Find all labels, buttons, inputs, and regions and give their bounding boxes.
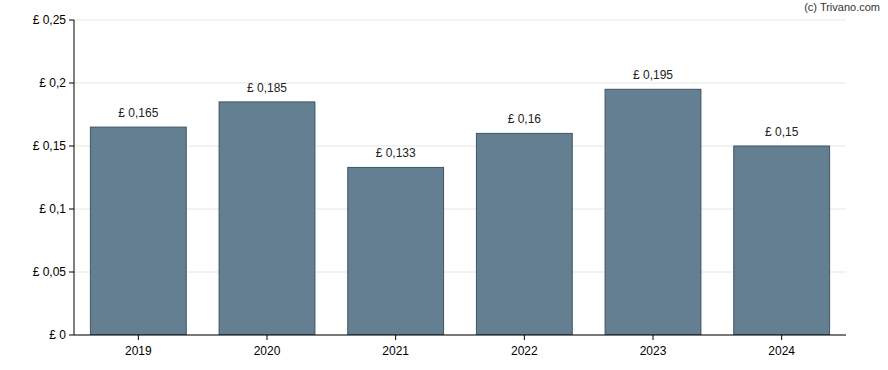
x-tick bbox=[781, 335, 782, 340]
y-tick bbox=[69, 335, 74, 336]
data-label: £ 0,195 bbox=[633, 68, 673, 82]
y-tick bbox=[69, 272, 74, 273]
data-label: £ 0,133 bbox=[376, 146, 416, 160]
y-tick-label: £ 0,1 bbox=[39, 202, 66, 216]
y-tick-label: £ 0,15 bbox=[33, 139, 67, 153]
y-tick bbox=[69, 209, 74, 210]
x-tick bbox=[653, 335, 654, 340]
bar bbox=[348, 167, 444, 335]
x-tick-label: 2023 bbox=[640, 344, 667, 358]
x-tick-label: 2020 bbox=[254, 344, 281, 358]
y-tick-label: £ 0,25 bbox=[33, 13, 67, 27]
data-label: £ 0,16 bbox=[508, 112, 542, 126]
x-tick-label: 2021 bbox=[382, 344, 409, 358]
watermark: (c) Trivano.com bbox=[804, 1, 880, 13]
y-tick bbox=[69, 146, 74, 147]
y-tick-label: £ 0 bbox=[49, 328, 66, 342]
x-tick-label: 2022 bbox=[511, 344, 538, 358]
bars bbox=[90, 89, 829, 335]
x-tick bbox=[524, 335, 525, 340]
grid-line bbox=[74, 209, 846, 210]
bar bbox=[219, 102, 315, 335]
x-axis bbox=[74, 335, 846, 336]
data-label: £ 0,185 bbox=[247, 81, 287, 95]
grid-line bbox=[74, 83, 846, 84]
grid-line bbox=[74, 272, 846, 273]
y-tick bbox=[69, 83, 74, 84]
grid-line bbox=[74, 20, 846, 21]
chart: £ 0 £ 0,05 £ 0,1 £ 0,15 £ 0,2 £ 0,25 £ 0,165 £ … bbox=[0, 0, 888, 370]
y-tick-label: £ 0,2 bbox=[39, 76, 66, 90]
bar bbox=[90, 127, 186, 335]
x-tick bbox=[138, 335, 139, 340]
data-label: £ 0,15 bbox=[765, 125, 799, 139]
x-tick-label: 2019 bbox=[125, 344, 152, 358]
x-tick bbox=[395, 335, 396, 340]
data-label: £ 0,165 bbox=[118, 106, 158, 120]
x-tick bbox=[267, 335, 268, 340]
y-tick bbox=[69, 20, 74, 21]
y-tick-label: £ 0,05 bbox=[33, 265, 67, 279]
bar bbox=[734, 146, 830, 335]
grid-line bbox=[74, 335, 846, 336]
grid-line bbox=[74, 146, 846, 147]
y-axis bbox=[74, 20, 75, 335]
bar bbox=[605, 89, 701, 335]
bar bbox=[476, 133, 572, 335]
x-tick-label: 2024 bbox=[768, 344, 795, 358]
